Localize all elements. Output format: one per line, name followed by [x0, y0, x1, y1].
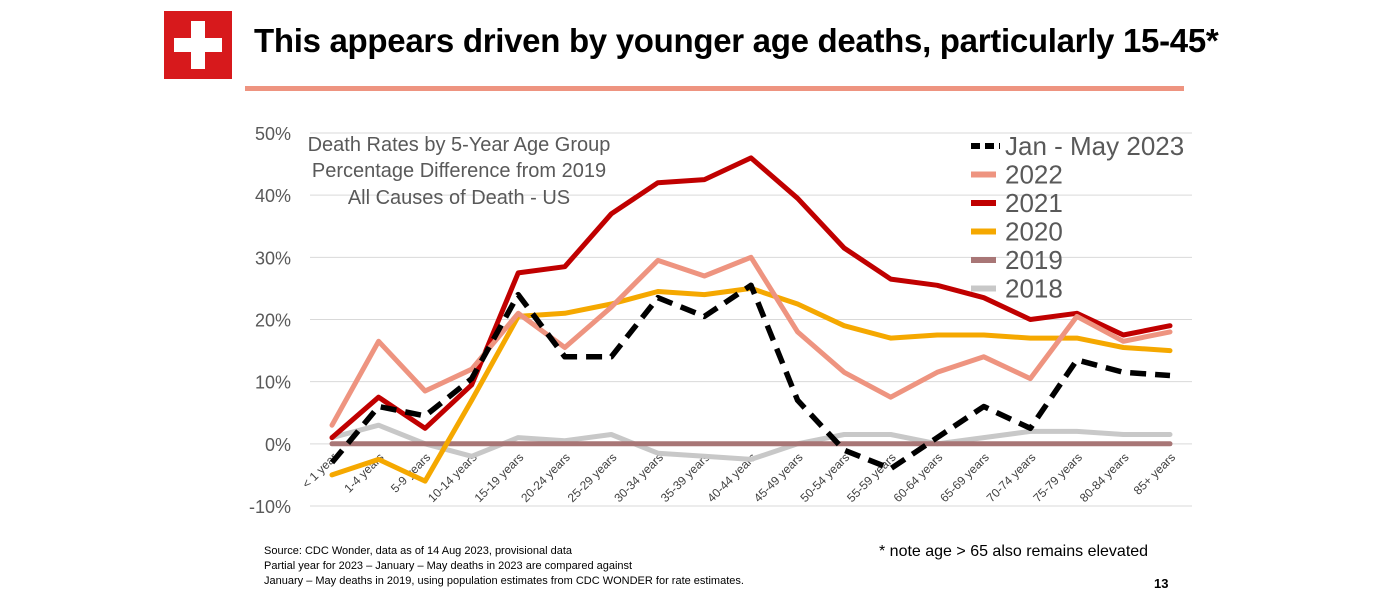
y-tick-label: -10%	[249, 497, 291, 517]
chart-title-line: Percentage Difference from 2019	[312, 160, 606, 182]
source-footnote: Source: CDC Wonder, data as of 14 Aug 20…	[264, 544, 744, 589]
x-tick-label: 80-84 years	[1077, 450, 1132, 505]
y-tick-label: 30%	[255, 248, 291, 268]
legend-label: 2018	[1005, 274, 1063, 304]
x-tick-label: 70-74 years	[984, 450, 1039, 505]
y-tick-label: 40%	[255, 186, 291, 206]
x-tick-label: 20-24 years	[518, 450, 573, 505]
x-tick-label: 50-54 years	[798, 450, 853, 505]
x-tick-label: 1-4 years	[341, 450, 386, 495]
y-tick-label: 20%	[255, 311, 291, 331]
page-title: This appears driven by younger age death…	[254, 22, 1219, 59]
page-number: 13	[1154, 576, 1169, 591]
logo-cross-horizontal	[174, 38, 222, 52]
x-tick-label: 25-29 years	[565, 450, 620, 505]
series-line-2018	[329, 422, 1173, 462]
series-line-2022	[329, 254, 1173, 428]
x-tick-label: 60-64 years	[891, 450, 946, 505]
source-line-3: January – May deaths in 2019, using popu…	[264, 575, 744, 587]
legend-label: 2021	[1005, 188, 1063, 218]
chart-title-line: All Causes of Death - US	[348, 187, 570, 209]
x-tick-label: 15-19 years	[472, 450, 527, 505]
y-tick-label: 10%	[255, 373, 291, 393]
chart-title-line: Death Rates by 5-Year Age Group	[308, 134, 611, 156]
title-underline	[245, 86, 1184, 91]
source-line-1: Source: CDC Wonder, data as of 14 Aug 20…	[264, 545, 572, 557]
legend-label: 2020	[1005, 217, 1063, 247]
y-tick-label: 50%	[255, 124, 291, 144]
legend-label: 2022	[1005, 160, 1063, 190]
x-tick-label: 75-79 years	[1030, 450, 1085, 505]
chart-series-lines	[329, 155, 1173, 484]
swiss-cross-logo-icon	[164, 11, 232, 79]
age-note: * note age > 65 also remains elevated	[879, 543, 1149, 560]
x-tick-label: 30-34 years	[611, 450, 666, 505]
series-line-jan-may-2023	[329, 282, 1171, 472]
chart-title: Death Rates by 5-Year Age Group Percentag…	[308, 134, 611, 209]
x-tick-label: 65-69 years	[937, 450, 992, 505]
legend-label: Jan - May 2023	[1005, 131, 1184, 161]
source-line-2: Partial year for 2023 – January – May de…	[264, 560, 633, 572]
y-tick-label: 0%	[265, 435, 291, 455]
series-line-2021	[329, 155, 1173, 441]
legend-label: 2019	[1005, 245, 1063, 275]
y-axis-ticks: 50% 40% 30% 20% 10% 0% -10%	[249, 124, 291, 517]
x-tick-label: 85+ years	[1131, 450, 1178, 497]
